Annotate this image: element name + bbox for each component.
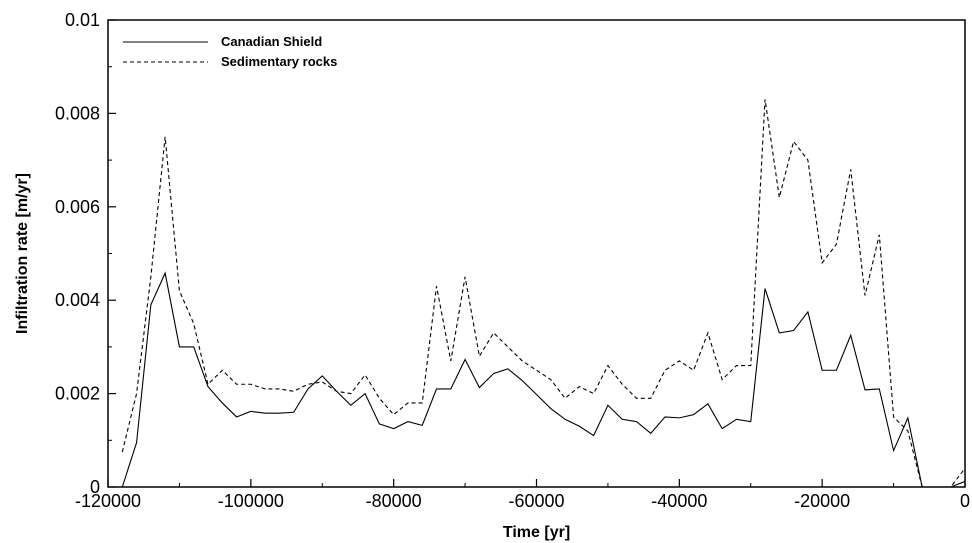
y-tick-label: 0.01 — [65, 10, 100, 30]
y-tick-label: 0.006 — [55, 197, 100, 217]
x-tick-label: -100000 — [218, 491, 284, 511]
x-tick-label: -40000 — [651, 491, 707, 511]
legend: Canadian Shield Sedimentary rocks — [123, 34, 337, 69]
x-axis-title: Time [yr] — [503, 524, 570, 541]
x-tick-label: -20000 — [794, 491, 850, 511]
x-tick-label: -60000 — [508, 491, 564, 511]
y-tick-label: 0 — [90, 477, 100, 497]
legend-label-sedimentary-rocks: Sedimentary rocks — [221, 54, 337, 69]
series-layer — [121, 99, 965, 487]
x-tick-label: -80000 — [366, 491, 422, 511]
y-tick-label: 0.004 — [55, 290, 100, 310]
series-line-sedimentary-rocks — [121, 99, 965, 487]
x-tick-label: 0 — [960, 491, 970, 511]
x-tick-label: -120000 — [75, 491, 141, 511]
series-line-canadian-shield — [121, 271, 965, 487]
x-axis: -120000 -100000 -80000 -60000 -40000 -20000 0 — [75, 479, 970, 511]
y-tick-label: 0.002 — [55, 384, 100, 404]
y-axis-title: Infiltration rate [m/yr] — [14, 173, 31, 334]
y-axis: 0 0.002 0.004 0.006 0.008 0.01 — [55, 10, 116, 497]
y-tick-label: 0.008 — [55, 103, 100, 123]
legend-label-canadian-shield: Canadian Shield — [221, 34, 322, 49]
